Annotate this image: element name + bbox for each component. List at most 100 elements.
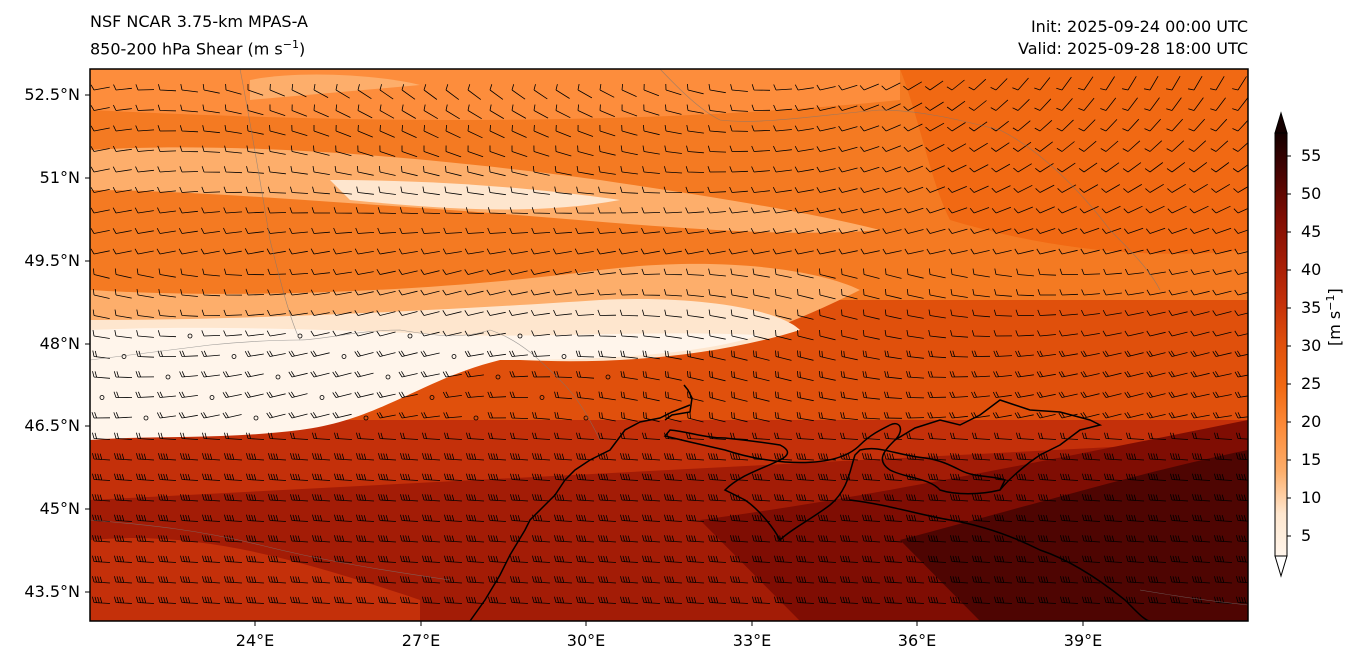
wind-barb: [992, 248, 1012, 255]
wind-barb: [993, 309, 1013, 317]
wind-barb: [398, 371, 418, 378]
wind-barb: [1210, 118, 1228, 132]
wind-barb: [794, 187, 814, 193]
wind-barb: [202, 494, 221, 502]
wind-barb: [730, 268, 748, 277]
wind-barb: [554, 555, 573, 563]
wind-barb: [222, 248, 242, 255]
wind-barb: [773, 84, 793, 91]
wind-barb: [708, 555, 727, 563]
wind-barb: [354, 269, 374, 275]
wind-barb: [620, 576, 639, 584]
wind-barb: [1013, 206, 1033, 214]
wind-barb: [972, 596, 991, 604]
calm-marker: [473, 415, 479, 421]
wind-barb: [708, 104, 726, 113]
wind-barb: [554, 473, 573, 481]
wind-barb: [1236, 494, 1248, 502]
wind-barb: [113, 371, 133, 378]
wind-barb: [994, 453, 1013, 461]
colorbar-arrow-top: [1274, 111, 1288, 134]
wind-barb: [179, 125, 199, 133]
wind-barb: [972, 453, 991, 461]
wind-barb: [576, 166, 594, 176]
wind-barb: [884, 576, 903, 584]
wind-barb: [619, 309, 639, 317]
wind-barb: [466, 473, 485, 481]
wind-barb: [753, 411, 770, 422]
wind-barb: [597, 309, 617, 316]
wind-barb: [862, 555, 881, 563]
wind-barb: [730, 473, 749, 481]
wind-barb: [796, 555, 815, 563]
lon-label-27: 27°E: [401, 631, 441, 650]
wind-barb: [1078, 76, 1094, 91]
wind-barb: [509, 391, 529, 398]
wind-barb: [1060, 453, 1079, 461]
wind-barb: [332, 248, 352, 255]
wind-barb: [794, 125, 814, 132]
wind-barb: [621, 104, 638, 117]
wind-barb: [1214, 596, 1233, 604]
wind-barb: [423, 165, 440, 177]
wind-barb: [1212, 350, 1232, 357]
wind-barb: [1188, 97, 1204, 111]
wind-barb: [1013, 184, 1033, 193]
wind-barb: [949, 371, 969, 378]
wind-barb: [400, 555, 419, 563]
wind-barb: [838, 207, 858, 214]
wind-barb: [575, 309, 595, 316]
wind-barb: [991, 206, 1012, 214]
wind-barb: [202, 84, 220, 94]
wind-barb: [114, 432, 133, 440]
wind-barb: [201, 207, 220, 214]
wind-barb: [619, 207, 639, 214]
wind-barb: [400, 473, 419, 481]
wind-barb: [906, 330, 924, 339]
wind-barb: [862, 453, 881, 461]
wind-barb: [883, 412, 903, 419]
wind-barb: [420, 289, 440, 296]
wind-barb: [180, 289, 198, 297]
wind-barb: [532, 453, 551, 461]
wind-barb: [1016, 432, 1035, 440]
wind-barb: [269, 124, 286, 136]
calm-marker: [561, 354, 567, 359]
wind-barb: [1016, 576, 1035, 584]
lon-label-30: 30°E: [566, 631, 606, 650]
wind-barb: [862, 514, 881, 522]
wind-barb: [422, 596, 441, 604]
wind-barb: [575, 289, 594, 296]
wind-barb: [598, 494, 617, 502]
wind-barb: [442, 289, 462, 296]
wind-barb: [311, 207, 330, 214]
wind-barb: [774, 576, 793, 584]
wind-barb: [1059, 268, 1078, 275]
wind-barb: [135, 125, 155, 132]
wind-barb: [334, 453, 353, 461]
wind-barb: [376, 269, 396, 275]
wind-barb: [730, 555, 749, 563]
wind-barb: [201, 371, 220, 378]
wind-barb: [794, 146, 814, 152]
wind-barb: [1167, 183, 1186, 193]
wind-barb: [1146, 412, 1166, 419]
wind-barb: [576, 576, 595, 584]
wind-barb: [926, 248, 946, 255]
wind-barb: [686, 555, 705, 563]
wind-barb: [884, 330, 902, 340]
wind-barb: [222, 412, 242, 419]
wind-barb: [354, 310, 374, 316]
wind-barb: [1058, 228, 1078, 234]
wind-barb: [487, 412, 507, 419]
wind-barb: [90, 84, 110, 91]
wind-barb: [554, 514, 573, 522]
wind-barb: [797, 329, 814, 341]
wind-barb: [1233, 228, 1248, 234]
wind-barb: [1016, 473, 1035, 481]
wind-barb: [267, 268, 287, 275]
wind-barb: [466, 514, 485, 522]
wind-barb: [1190, 269, 1210, 275]
wind-barb: [906, 288, 924, 299]
